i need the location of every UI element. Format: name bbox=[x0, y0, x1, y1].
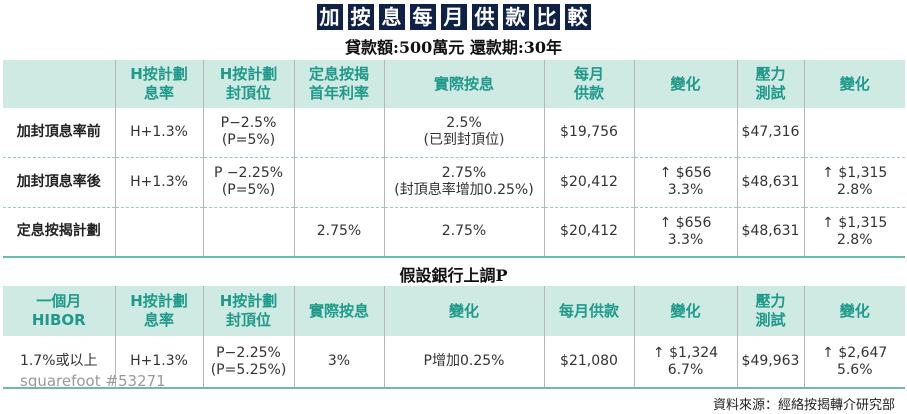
table-cell bbox=[294, 108, 385, 158]
table-cell: H+1.3% bbox=[115, 108, 204, 158]
column-header: H按計劃 息率 bbox=[115, 60, 204, 108]
table-cell: $21,080 bbox=[544, 336, 635, 389]
table-cell: ↑ $1,315 2.8% bbox=[804, 157, 905, 208]
column-header: 每月供款 bbox=[544, 60, 635, 108]
column-header: 變化 bbox=[804, 60, 905, 108]
source-note: 資料來源：經絡按揭轉介研究部 bbox=[712, 398, 895, 413]
table-cell: ↑ $656 3.3% bbox=[634, 157, 738, 208]
column-header: 定息按揭 首年利率 bbox=[294, 60, 385, 108]
table-cell: 3% bbox=[294, 336, 385, 389]
table-cell: $19,756 bbox=[544, 108, 635, 158]
table-row: 加封頂息率後 H+1.3% P −2.25% (P=5%) 2.75% (封頂息率增加0.… bbox=[3, 157, 905, 208]
column-header: 實際按息 bbox=[294, 286, 385, 336]
column-header: 變化 bbox=[384, 286, 545, 336]
title-char: 款 bbox=[502, 4, 529, 30]
table-header-row: 一個月 HIBOR H按計劃 息率 H按計劃 封頂位 實際按息 變化 每月供款 變化 壓力 測試 變化 bbox=[3, 286, 905, 336]
table-cell bbox=[634, 108, 738, 158]
table-cell bbox=[203, 207, 295, 258]
table-cell: ↑ $1,315 2.8% bbox=[804, 207, 905, 258]
watermark: squarefoot #53271 bbox=[20, 372, 166, 390]
table-cell bbox=[294, 157, 385, 208]
column-header: 變化 bbox=[634, 60, 738, 108]
title-char: 供 bbox=[471, 4, 498, 30]
table-cell: ↑ $1,324 6.7% bbox=[634, 336, 738, 389]
title-char: 加 bbox=[316, 4, 343, 30]
column-header: 壓力 測試 bbox=[737, 286, 805, 336]
main-title: 加按息每月供款比較 bbox=[0, 4, 907, 30]
row-label: 加封頂息率後 bbox=[3, 157, 116, 208]
table-row: 定息按揭計劃 2.75% 2.75% $20,412 ↑ $656 3.3% $48,631… bbox=[3, 207, 905, 258]
column-header: H按計劃 封頂位 bbox=[203, 60, 295, 108]
table-cell: $48,631 bbox=[737, 207, 805, 258]
table-cell: ↑ $656 3.3% bbox=[634, 207, 738, 258]
table-cell: P−2.5% (P=5%) bbox=[203, 108, 295, 158]
scenario-table: 一個月 HIBOR H按計劃 息率 H按計劃 封頂位 實際按息 變化 每月供款 變化 壓力 測試 變化 … bbox=[3, 286, 905, 389]
subtitle: 貸款額:500萬元 還款期:30年 bbox=[344, 38, 563, 57]
title-char: 比 bbox=[533, 4, 560, 30]
column-header: H按計劃 封頂位 bbox=[203, 286, 295, 336]
column-header: 實際按息 bbox=[384, 60, 545, 108]
column-header bbox=[3, 60, 116, 108]
column-header: 每月供款 bbox=[544, 286, 635, 336]
table-cell: P−2.25% (P=5.25%) bbox=[203, 336, 295, 389]
title-char: 月 bbox=[440, 4, 467, 30]
row-label: 1.7%或以上 bbox=[3, 336, 116, 389]
table-cell: $20,412 bbox=[544, 207, 635, 258]
section-title: 假設銀行上調P bbox=[399, 266, 508, 285]
table-cell: P −2.25% (P=5%) bbox=[203, 157, 295, 208]
table-cell: H+1.3% bbox=[115, 336, 204, 389]
column-header: H按計劃 息率 bbox=[115, 286, 204, 336]
column-header: 變化 bbox=[634, 286, 738, 336]
table-cell: 2.75% bbox=[294, 207, 385, 258]
title-char: 每 bbox=[409, 4, 436, 30]
table-cell: $49,963 bbox=[737, 336, 805, 389]
table-cell: $20,412 bbox=[544, 157, 635, 208]
row-label: 加封頂息率前 bbox=[3, 108, 116, 158]
table-row: 加封頂息率前 H+1.3% P−2.5% (P=5%) 2.5% (已到封頂位) $19,7… bbox=[3, 108, 905, 158]
table-cell bbox=[115, 207, 204, 258]
title-char: 較 bbox=[564, 4, 591, 30]
table-cell: 2.75% (封頂息率增加0.25%) bbox=[384, 157, 545, 208]
table-cell: $47,316 bbox=[737, 108, 805, 158]
table-cell bbox=[804, 108, 905, 158]
column-header: 變化 bbox=[804, 286, 905, 336]
column-header: 壓力 測試 bbox=[737, 60, 805, 108]
table-header-row: H按計劃 息率 H按計劃 封頂位 定息按揭 首年利率 實際按息 每月 供款 變化 壓力 測試 變化 bbox=[3, 60, 905, 108]
title-char: 息 bbox=[378, 4, 405, 30]
table-cell: 2.5% (已到封頂位) bbox=[384, 108, 545, 158]
table-cell: P增加0.25% bbox=[384, 336, 545, 389]
table-cell: H+1.3% bbox=[115, 157, 204, 208]
row-label: 定息按揭計劃 bbox=[3, 207, 116, 258]
table-cell: $48,631 bbox=[737, 157, 805, 208]
table-cell: ↑ $2,647 5.6% bbox=[804, 336, 905, 389]
comparison-table: H按計劃 息率 H按計劃 封頂位 定息按揭 首年利率 實際按息 每月 供款 變化 壓力 測試 變化 加封… bbox=[3, 60, 905, 258]
table-row: 1.7%或以上 H+1.3% P−2.25% (P=5.25%) 3% P增加0.25% $… bbox=[3, 336, 905, 389]
title-char: 按 bbox=[347, 4, 374, 30]
column-header: 一個月 HIBOR bbox=[3, 286, 116, 336]
table-cell: 2.75% bbox=[384, 207, 545, 258]
